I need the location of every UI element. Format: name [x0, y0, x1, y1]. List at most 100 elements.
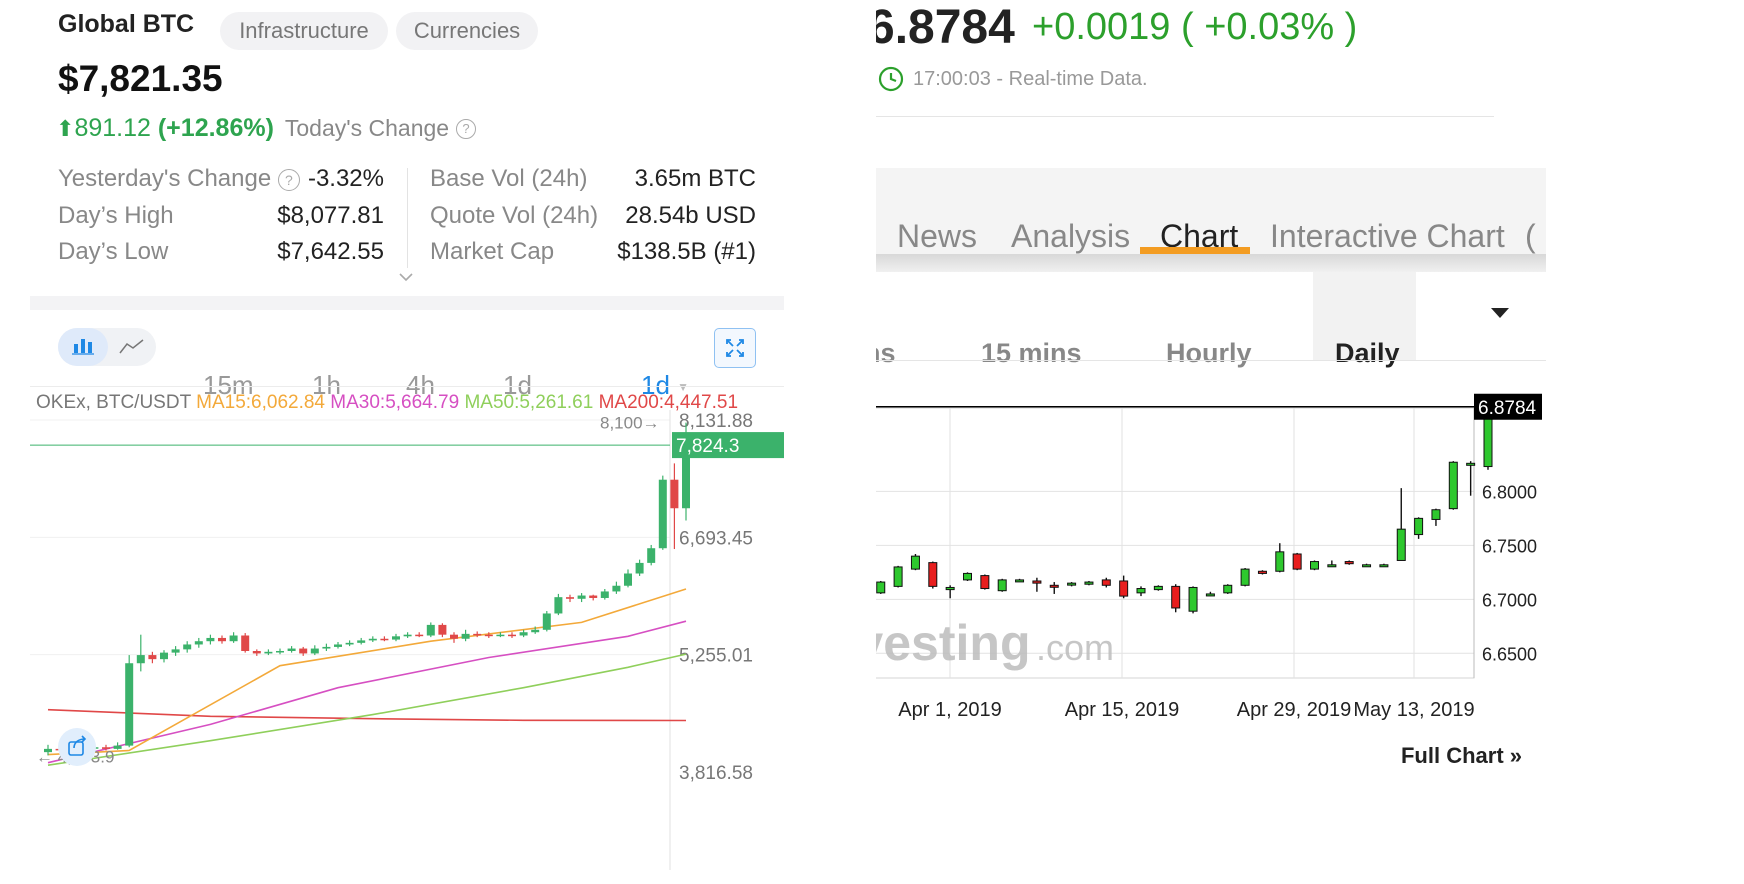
candle: [876, 580, 886, 594]
candle-body: [612, 585, 621, 592]
expand-chevron-icon[interactable]: [398, 270, 414, 286]
candle-body: [1153, 585, 1163, 591]
candle-body: [183, 644, 192, 650]
timeframe-dropdown[interactable]: 1d ▼: [641, 370, 690, 400]
candle-body: [1032, 580, 1042, 584]
candle-body: [252, 650, 261, 654]
y-tick-label: 3,816.58: [679, 763, 753, 784]
tab-analysis[interactable]: Analysis: [1011, 218, 1131, 254]
ma30-legend: MA30:5,664.79: [330, 392, 460, 413]
line-chart-icon[interactable]: [108, 328, 156, 366]
timeframe-1d[interactable]: 1d: [503, 370, 532, 400]
chip-infrastructure[interactable]: Infrastructure: [220, 12, 388, 50]
candle: [1466, 461, 1476, 496]
tab-interactive-chart[interactable]: Interactive Chart: [1270, 218, 1505, 254]
candle-chart-icon[interactable]: [58, 328, 108, 366]
help-icon[interactable]: ?: [277, 168, 300, 191]
timeframe-5mins[interactable]: 5 mins: [876, 338, 896, 368]
candle-body: [1466, 462, 1476, 466]
quote-price: 6.8784: [876, 1, 1015, 54]
candle: [566, 594, 574, 603]
y-tick-label: 5,255.01: [679, 646, 753, 667]
candle-body: [682, 445, 690, 509]
candle: [218, 635, 226, 644]
help-icon[interactable]: ?: [456, 119, 477, 140]
timeframe-1h[interactable]: 1h: [312, 370, 341, 400]
candle-body: [542, 613, 551, 630]
candle-body: [102, 747, 110, 749]
candle: [519, 629, 528, 638]
change-value: 891.12: [74, 114, 151, 142]
candle-body: [368, 638, 377, 641]
stat-value: 3.65m BTC: [634, 165, 756, 192]
candle-body: [241, 635, 250, 651]
candle: [589, 594, 598, 601]
candle: [276, 648, 284, 655]
candle-body: [1223, 584, 1233, 594]
timeframe-15m[interactable]: 15m: [203, 370, 254, 400]
candle: [310, 645, 319, 656]
candle: [1205, 591, 1215, 597]
stat-value: $8,077.81: [277, 202, 384, 229]
candle-body: [334, 644, 342, 647]
candle: [322, 643, 331, 651]
candle-body: [299, 648, 308, 654]
active-tab-indicator: [1140, 247, 1250, 254]
candle-body: [229, 635, 238, 642]
chart-type-toggle: [58, 328, 156, 366]
fullscreen-button[interactable]: [714, 328, 756, 368]
candle-body: [264, 651, 273, 654]
tab-overflow[interactable]: (: [1525, 218, 1536, 254]
ma200-legend: MA200:4,447.51: [598, 392, 739, 413]
y-tick-label: 6.6500: [1482, 644, 1537, 664]
timeframe-hourly[interactable]: Hourly: [1166, 338, 1252, 368]
share-button[interactable]: [58, 728, 96, 766]
last-price-label: 6.8784: [1478, 398, 1537, 419]
timeframe-daily[interactable]: Daily: [1335, 338, 1400, 368]
candle: [1153, 585, 1163, 591]
candle-body: [1292, 553, 1302, 570]
candle: [1448, 461, 1458, 510]
high-marker-label: 8,100→: [600, 414, 660, 433]
candle-body: [426, 624, 435, 636]
timeframe-4h[interactable]: 4h: [406, 370, 435, 400]
usdcny-candlestick-chart[interactable]: Investing .com 6.8784 6.8000 6.7500 6.7000 6.6…: [876, 393, 1744, 768]
candle-body: [160, 652, 168, 660]
candle: [635, 559, 644, 576]
candle: [1327, 560, 1337, 568]
candle: [450, 632, 458, 643]
candle-body: [945, 586, 955, 591]
candle: [334, 642, 342, 649]
candle-body: [44, 748, 52, 753]
candle-body: [194, 641, 203, 645]
usdcny-quote-panel: 6.8784 +0.0019 ( +0.03% ) 17:00:03 - Rea…: [876, 0, 1744, 884]
btc-quote-panel: Global BTC Infrastructure Currencies $7,…: [0, 10, 880, 870]
timeframe-15mins[interactable]: 15 mins: [981, 338, 1082, 368]
candle-body: [206, 637, 215, 642]
ma200-line: [47, 708, 687, 722]
candle: [160, 650, 168, 663]
btc-candlestick-chart[interactable]: 8,131.88 6,693.45 5,255.01 3,816.58 7,824.3 8…: [0, 410, 880, 870]
timeframe-daily-bg: [1313, 272, 1416, 360]
stat-value: -3.32%: [307, 165, 384, 192]
timeframe-dropdown-icon[interactable]: [1490, 306, 1510, 325]
candle: [1032, 577, 1042, 592]
candle-body: [1171, 585, 1181, 609]
candle: [1188, 586, 1198, 614]
candle: [264, 649, 273, 656]
tab-news[interactable]: News: [897, 218, 978, 254]
candle-body: [893, 566, 903, 587]
full-chart-link[interactable]: Full Chart »: [1400, 743, 1522, 768]
candle: [1362, 563, 1372, 568]
chip-currencies[interactable]: Currencies: [396, 12, 538, 50]
candle: [183, 641, 192, 653]
candle-body: [1067, 582, 1077, 586]
candle-body: [125, 663, 134, 746]
today-change-row: ⬆891.12 (+12.86%) Today's Change ?: [56, 114, 477, 143]
candle-body: [136, 655, 145, 664]
candle-body: [1310, 561, 1319, 570]
ma50-line: [47, 653, 687, 766]
change-label: Today's Change: [284, 115, 450, 141]
candle-body: [218, 637, 226, 642]
clock-icon: [878, 66, 904, 97]
